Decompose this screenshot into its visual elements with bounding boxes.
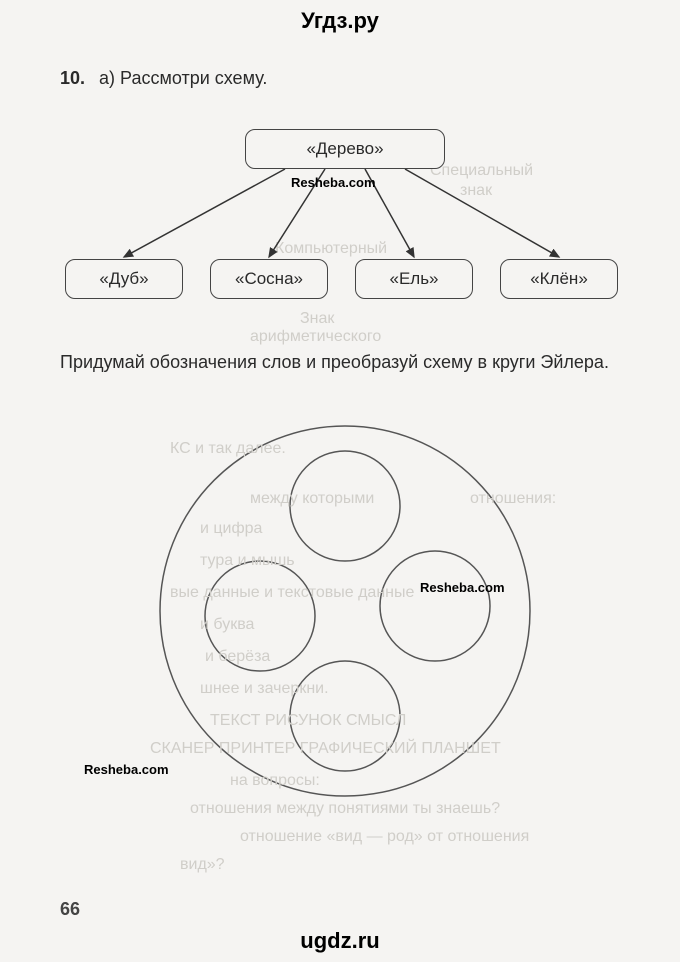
watermark-bottom: ugdz.ru [300, 928, 379, 954]
tree-diagram: «Дерево» «Дуб» «Сосна» «Ель» «Клён» Resh… [65, 129, 625, 319]
tree-leaf-2: «Сосна» [210, 259, 328, 299]
euler-diagram [145, 411, 545, 811]
question-text: а) Рассмотри схему. [99, 68, 267, 89]
annotation-3: Resheba.com [84, 762, 169, 777]
tree-root-node: «Дерево» [245, 129, 445, 169]
tree-leaf-1: «Дуб» [65, 259, 183, 299]
annotation-2: Resheba.com [420, 580, 505, 595]
tree-leaf-4: «Клён» [500, 259, 618, 299]
page: Угдз.ру Русская букваСпециальныйзнакКомп… [0, 0, 680, 962]
annotation-1: Resheba.com [291, 175, 376, 190]
question-number: 10. [60, 68, 85, 89]
watermark-top: Угдз.ру [301, 8, 379, 34]
instruction-text: Придумай обозначения слов и преобразуй с… [60, 349, 630, 376]
tree-leaf-3: «Ель» [355, 259, 473, 299]
page-number: 66 [60, 899, 80, 920]
question-line: 10. а) Рассмотри схему. [60, 68, 630, 89]
